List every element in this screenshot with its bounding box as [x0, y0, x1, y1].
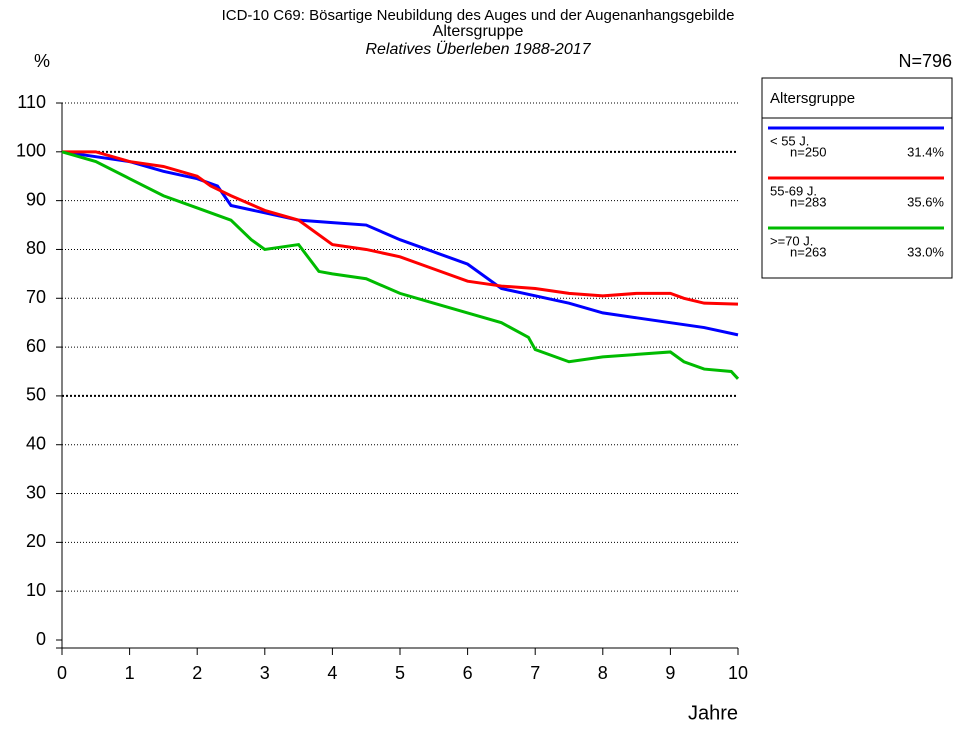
total-count: N=796	[898, 51, 952, 71]
y-tick-label: 100	[16, 141, 46, 161]
y-tick-label: 20	[26, 531, 46, 551]
y-tick-label: 60	[26, 336, 46, 356]
legend-share: 35.6%	[907, 194, 944, 209]
x-axis-label: Jahre	[688, 702, 738, 724]
chart-title: ICD-10 C69: Bösartige Neubildung des Aug…	[222, 7, 735, 24]
legend-count: n=263	[790, 244, 827, 259]
y-tick-label: 110	[17, 92, 46, 112]
series-line	[61, 150, 740, 380]
y-tick-label: 10	[26, 580, 46, 600]
y-tick-label: 30	[26, 482, 46, 502]
legend-label: 55-69 J.	[770, 183, 817, 198]
y-tick-label: 80	[26, 238, 46, 258]
legend-label: < 55 J.	[770, 133, 809, 148]
y-tick-label: 90	[26, 189, 46, 209]
x-tick-label: 9	[665, 663, 675, 683]
x-tick-label: 2	[192, 663, 202, 683]
series-line	[61, 150, 739, 337]
chart-caption: Relatives Überleben 1988-2017	[365, 40, 591, 58]
x-tick-label: 10	[728, 663, 748, 683]
legend-count: n=283	[790, 194, 827, 209]
legend-title: Altersgruppe	[770, 90, 855, 107]
x-tick-label: 4	[327, 663, 337, 683]
x-tick-label: 0	[57, 663, 67, 683]
x-tick-label: 8	[598, 663, 608, 683]
legend-share: 33.0%	[907, 244, 944, 259]
chart-subtitle: Altersgruppe	[433, 23, 524, 40]
y-axis-label: %	[34, 51, 50, 71]
x-tick-label: 6	[463, 663, 473, 683]
x-tick-label: 5	[395, 663, 405, 683]
y-tick-label: 0	[36, 629, 46, 649]
y-tick-label: 50	[26, 385, 46, 405]
x-tick-label: 7	[530, 663, 540, 683]
legend-count: n=250	[790, 144, 827, 159]
x-tick-label: 3	[260, 663, 270, 683]
x-tick-label: 1	[125, 663, 135, 683]
y-tick-label: 40	[26, 433, 46, 453]
y-tick-label: 70	[26, 287, 46, 307]
legend-share: 31.4%	[907, 144, 944, 159]
series-line	[62, 150, 739, 306]
legend-box	[761, 77, 953, 279]
legend-label: >=70 J.	[770, 233, 813, 248]
